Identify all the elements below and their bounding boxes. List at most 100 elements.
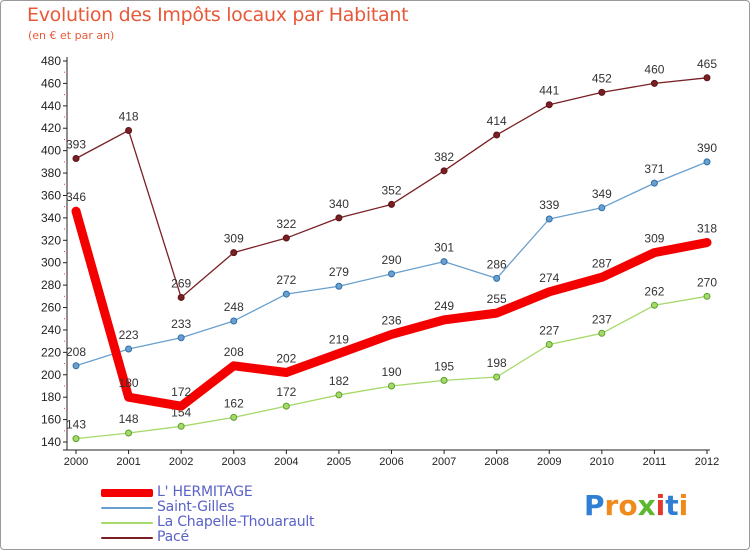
x-tick-label: 2001 <box>116 456 140 468</box>
y-minor-tick <box>64 94 65 96</box>
data-point <box>177 334 185 342</box>
data-label: 233 <box>171 317 191 331</box>
data-label: 219 <box>329 332 349 346</box>
data-label: 182 <box>329 374 349 388</box>
legend-item-saint-gilles: Saint-Gilles <box>101 499 401 515</box>
data-point <box>72 362 80 370</box>
legend-label-la-chapelle-thouarault: La Chapelle-Thouarault <box>157 514 315 530</box>
data-label: 318 <box>697 222 717 236</box>
data-point <box>650 79 658 87</box>
data-point <box>493 373 501 381</box>
logo-letter: x <box>637 489 656 522</box>
data-label: 414 <box>487 114 507 128</box>
data-label: 371 <box>644 162 664 176</box>
y-tick-label: 340 <box>41 211 61 225</box>
data-point <box>493 131 501 139</box>
data-point <box>125 345 133 353</box>
x-tick-label: 2011 <box>643 456 667 468</box>
y-tick-label: 440 <box>41 99 61 113</box>
y-minor-tick <box>64 138 65 140</box>
y-minor-tick <box>64 318 65 320</box>
y-minor-tick <box>64 71 65 73</box>
data-label: 269 <box>171 276 191 290</box>
chart-title: Evolution des Impôts locaux par Habitant <box>27 4 409 26</box>
data-point <box>545 341 553 349</box>
x-tick-label: 2005 <box>327 456 351 468</box>
data-label: 255 <box>487 292 507 306</box>
series-line-l-hermitage <box>71 206 712 411</box>
legend-label-saint-gilles: Saint-Gilles <box>157 499 235 515</box>
y-tick-label: 180 <box>41 390 61 404</box>
data-point <box>282 402 290 410</box>
y-minor-tick <box>64 183 65 185</box>
data-label: 286 <box>487 257 507 271</box>
data-point <box>493 274 501 282</box>
y-minor-tick <box>64 206 65 208</box>
y-tick-label: 300 <box>41 256 61 270</box>
data-label: 441 <box>539 84 559 98</box>
logo-letter: t <box>665 489 679 522</box>
data-point <box>598 329 606 337</box>
x-tick-label: 2006 <box>379 456 403 468</box>
data-label: 465 <box>697 57 717 71</box>
proxiti-logo: Proxiti <box>584 489 688 522</box>
y-tick-label: 480 <box>41 54 61 68</box>
legend-swatch-pace <box>101 537 153 539</box>
y-minor-tick <box>64 273 65 275</box>
x-tick-label: 2007 <box>432 456 456 468</box>
y-tick-label: 320 <box>41 233 61 247</box>
legend-swatch-hermitage <box>101 489 153 497</box>
y-tick-label: 460 <box>41 76 61 90</box>
data-label: 287 <box>592 256 612 270</box>
y-minor-tick <box>64 116 65 118</box>
y-minor-tick <box>64 295 65 297</box>
data-point <box>72 435 80 443</box>
data-point <box>545 215 553 223</box>
data-label: 195 <box>434 359 454 373</box>
data-label: 274 <box>539 271 559 285</box>
data-point <box>440 376 448 384</box>
data-point <box>545 101 553 109</box>
data-point <box>125 126 133 134</box>
y-tick-label: 380 <box>41 166 61 180</box>
line-chart: 140 160 180 200 220 240 260 280 300 320 340 360 380 4… <box>41 54 719 468</box>
x-tick-label: 2002 <box>169 456 193 468</box>
x-tick-label: 2003 <box>222 456 246 468</box>
data-label: 352 <box>381 183 401 197</box>
y-tick-label: 360 <box>41 188 61 202</box>
y-minor-tick <box>64 363 65 365</box>
data-label: 452 <box>592 71 612 85</box>
data-label: 301 <box>434 241 454 255</box>
chart-subtitle: (en € et par an) <box>28 29 115 42</box>
data-point <box>440 258 448 266</box>
logo-letter: r <box>604 489 619 522</box>
data-label: 202 <box>276 352 296 366</box>
y-tick-label: 220 <box>41 345 61 359</box>
legend-label-pace: Pacé <box>157 529 189 545</box>
data-point <box>703 74 711 82</box>
y-tick-label: 240 <box>41 323 61 337</box>
data-label: 309 <box>224 232 244 246</box>
x-tick-label: 2000 <box>64 456 88 468</box>
y-tick-label: 160 <box>41 413 61 427</box>
logo-letter: P <box>584 489 605 522</box>
data-label: 148 <box>119 412 139 426</box>
y-tick-label: 140 <box>41 435 61 449</box>
logo-letter: o <box>618 489 638 522</box>
legend-item-pace: Pacé <box>101 529 401 545</box>
data-label: 393 <box>66 137 86 151</box>
legend-swatch-la-chapelle-thouarault <box>101 522 153 524</box>
logo-letter: i <box>678 489 689 522</box>
y-minor-tick <box>64 228 65 230</box>
data-label: 172 <box>276 385 296 399</box>
data-label: 190 <box>381 365 401 379</box>
data-label: 349 <box>592 187 612 201</box>
x-tick-label: 2012 <box>695 456 719 468</box>
data-label: 249 <box>434 299 454 313</box>
data-label: 172 <box>171 385 191 399</box>
y-minor-tick <box>64 385 65 387</box>
data-point <box>177 293 185 301</box>
data-label: 262 <box>644 284 664 298</box>
data-label: 309 <box>644 232 664 246</box>
